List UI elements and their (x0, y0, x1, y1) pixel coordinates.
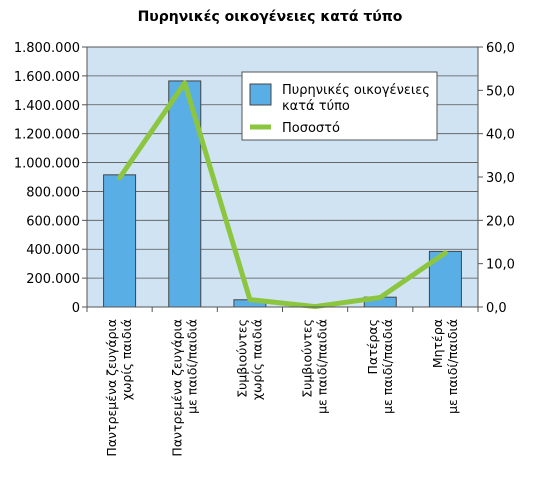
left-tick-label: 400.000 (26, 243, 80, 258)
category-label-line: Παντρεμένα ζευγάρια (169, 319, 184, 457)
category-label-line: Μητέρα (430, 319, 445, 368)
percentage-line (117, 80, 448, 310)
right-tick-label: 30,0 (486, 171, 515, 186)
category-label-line: Πατέρας (365, 319, 380, 374)
category-label-line: με παιδί/παιδιά (315, 319, 330, 414)
category-label-line: χωρίς παιδιά (119, 319, 134, 400)
bar (103, 174, 137, 308)
right-y-axis: 0,0 10,0 20,0 30,0 40,0 50,0 60,0 (478, 41, 515, 316)
left-tick-label: 0 (72, 301, 80, 316)
legend: Πυρηνικές οικογένειες κατά τύπο Ποσοστό (241, 71, 438, 141)
left-tick-label: 1.400.000 (14, 99, 80, 114)
left-tick-label: 1.600.000 (14, 70, 80, 85)
left-tick-label: 1.200.000 (14, 128, 80, 143)
category-label-line: χωρίς παιδιά (249, 319, 264, 400)
legend-bar-swatch (249, 83, 272, 106)
right-tick-label: 50,0 (486, 84, 515, 99)
category-label: Παντρεμένα ζευγάρια με παιδί/παιδιά (169, 319, 199, 457)
category-label-line: με παιδί/παιδιά (380, 319, 395, 414)
left-tick-label: 1.000.000 (14, 157, 80, 172)
left-tick-label: 800.000 (26, 185, 80, 200)
x-axis: Παντρεμένα ζευγάρια χωρίς παιδιά Παντρεμέν… (86, 307, 479, 457)
legend-line-label: Ποσοστό (282, 121, 340, 136)
legend-bar-label: Πυρηνικές οικογένειες κατά τύπο (282, 83, 434, 114)
category-label: Συμβιούντες χωρίς παιδιά (234, 319, 264, 400)
category-label-line: Συμβιούντες (234, 319, 249, 398)
category-label-line: με παιδί/παιδιά (184, 319, 199, 414)
right-tick-label: 60,0 (486, 41, 515, 56)
left-tick-label: 200.000 (26, 272, 80, 287)
right-tick-label: 10,0 (486, 258, 515, 273)
percentage-line-path (117, 80, 448, 310)
category-label-line: με παιδί/παιδιά (445, 319, 460, 414)
left-tick-label: 600.000 (26, 214, 80, 229)
left-tick-label: 1.800.000 (14, 41, 80, 56)
category-label-line: Συμβιούντες (300, 319, 315, 398)
right-tick-label: 40,0 (486, 128, 515, 143)
category-label: Πατέρας με παιδί/παιδιά (365, 319, 395, 414)
chart-title: Πυρηνικές οικογένειες κατά τύπο (138, 9, 403, 25)
legend-box (241, 71, 438, 141)
left-y-axis: 0 200.000 400.000 600.000 800.000 1.000.000 1.… (14, 41, 87, 316)
category-label: Συμβιούντες με παιδί/παιδιά (300, 319, 330, 414)
category-label: Μητέρα με παιδί/παιδιά (430, 319, 460, 414)
category-label-line: Παντρεμένα ζευγάρια (104, 319, 119, 457)
category-label: Παντρεμένα ζευγάρια χωρίς παιδιά (104, 319, 134, 457)
right-tick-label: 0,0 (486, 301, 507, 316)
right-tick-label: 20,0 (486, 214, 515, 229)
